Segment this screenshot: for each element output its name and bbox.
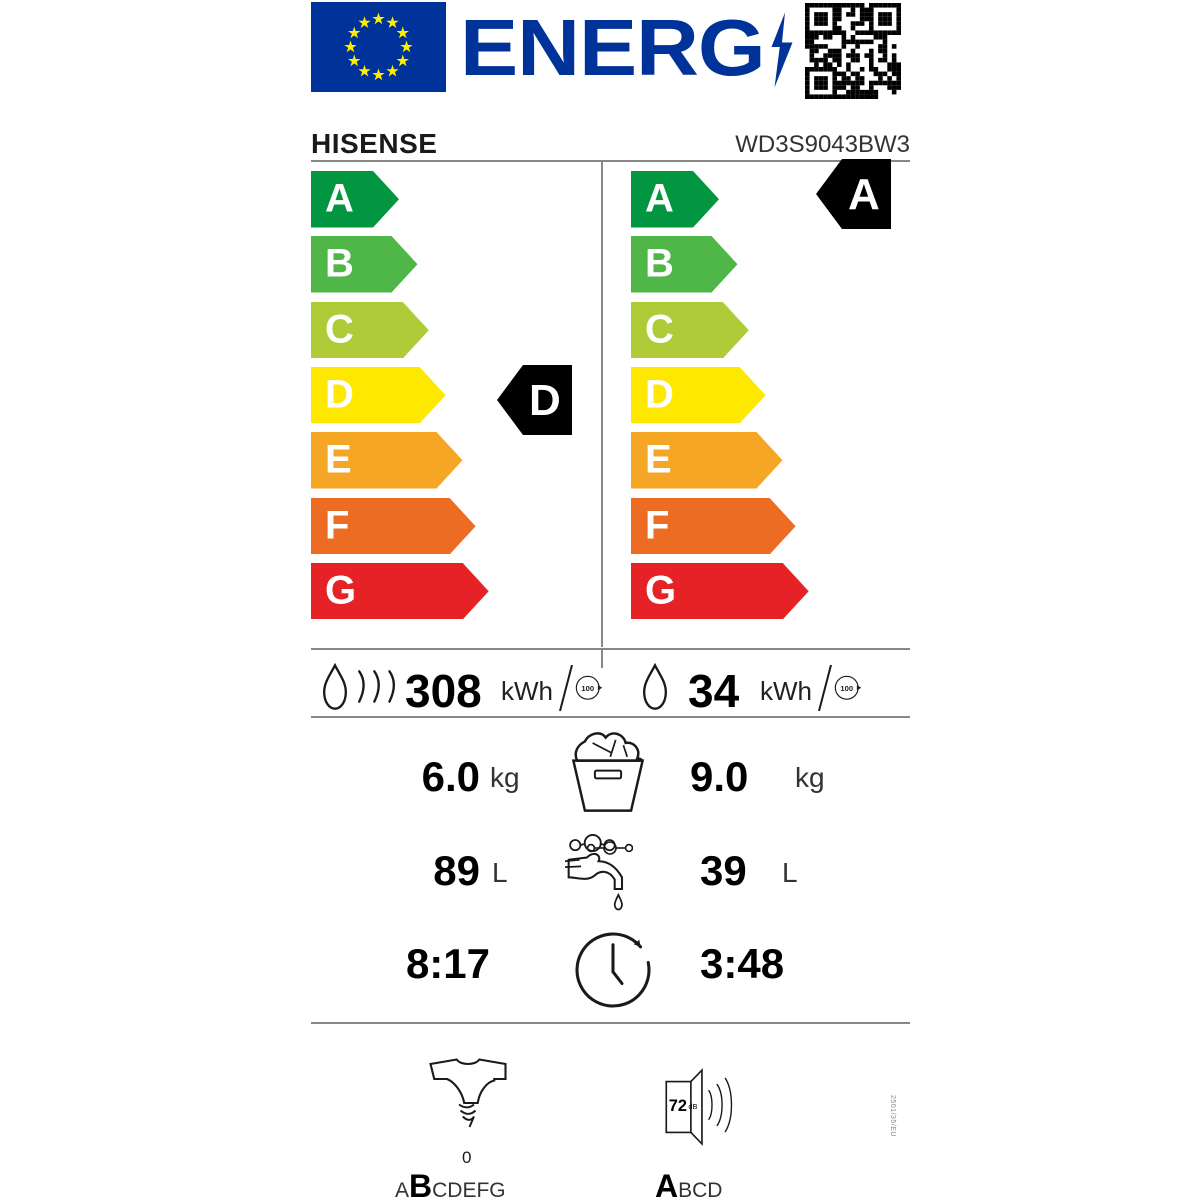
svg-text:dB: dB [688,1102,697,1111]
svg-text:B: B [325,242,354,286]
svg-text:C: C [645,307,674,351]
svg-text:72: 72 [669,1097,687,1115]
svg-text:G: G [325,568,356,612]
svg-text:F: F [645,503,669,547]
svg-text:B: B [645,242,674,286]
svg-text:D: D [325,373,354,417]
svg-text:D: D [645,373,674,417]
svg-text:A: A [848,170,880,219]
svg-text:E: E [645,438,672,482]
svg-text:100: 100 [581,684,594,693]
svg-text:C: C [325,307,354,351]
svg-text:A: A [325,177,354,221]
svg-text:E: E [325,438,352,482]
svg-text:G: G [645,568,676,612]
svg-text:100: 100 [840,684,853,693]
svg-text:D: D [529,376,561,425]
svg-text:F: F [325,503,349,547]
svg-text:A: A [645,177,674,221]
